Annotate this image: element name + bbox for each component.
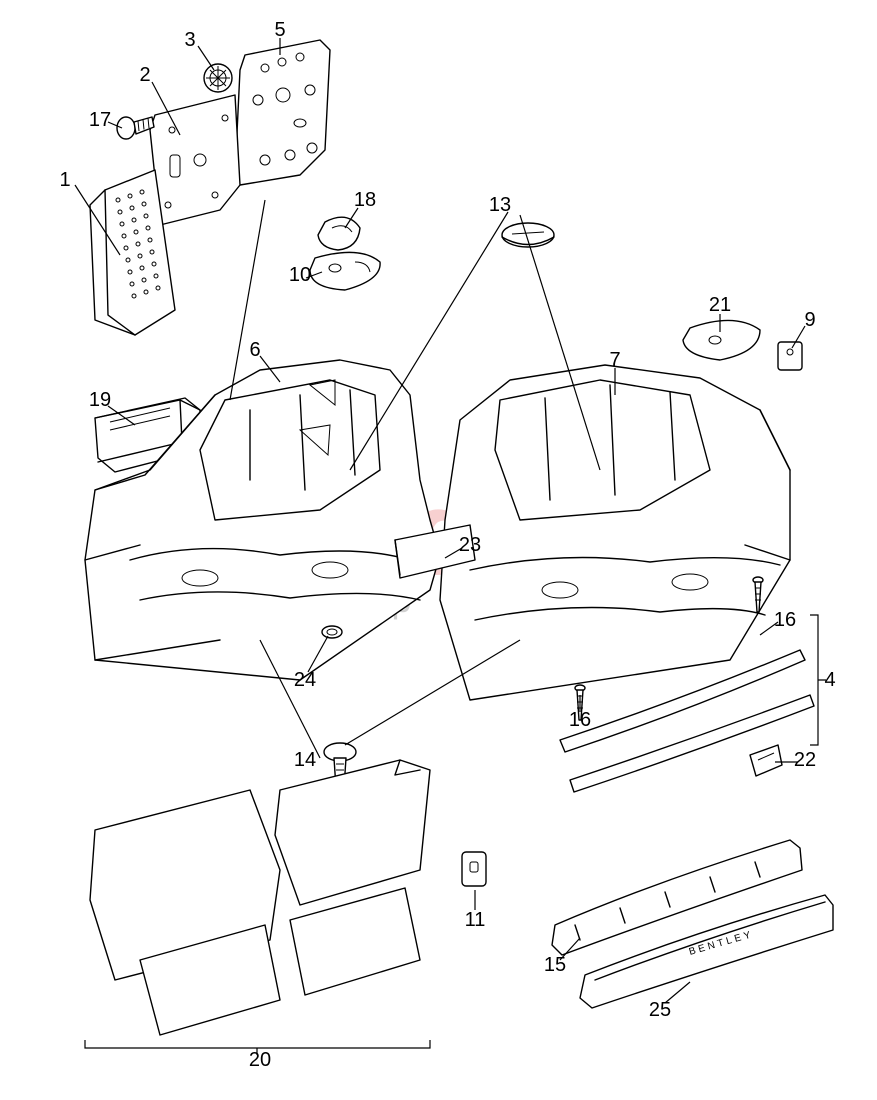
- part-7-floor-carpet-rh: [440, 365, 790, 700]
- callout-21: 21: [709, 295, 731, 315]
- part-18-clip: [318, 217, 360, 250]
- callout-11: 11: [465, 910, 486, 930]
- part-21-cover-rh: [683, 320, 760, 360]
- callout-7: 7: [609, 350, 620, 370]
- part-2-footrest-plate: [150, 95, 240, 225]
- part-17-bolt: [117, 117, 154, 139]
- part-3-grommet: [204, 64, 232, 92]
- callout-1: 1: [59, 170, 70, 190]
- callout-9: 9: [804, 310, 815, 330]
- callout-4: 4: [824, 670, 835, 690]
- part-9-clip: [778, 342, 802, 370]
- callout-13: 13: [489, 195, 511, 215]
- part-20-floor-mats: [90, 760, 430, 1035]
- callout-2: 2: [139, 65, 150, 85]
- callout-16: 16: [569, 710, 591, 730]
- callout-16: 16: [774, 610, 796, 630]
- callout-5: 5: [274, 20, 285, 40]
- part-11-clip: [462, 852, 486, 886]
- callout-22: 22: [794, 750, 816, 770]
- callout-15: 15: [544, 955, 566, 975]
- callout-24: 24: [294, 670, 316, 690]
- callout-23: 23: [459, 535, 481, 555]
- part-13-cap: [502, 223, 554, 247]
- callout-10: 10: [289, 265, 311, 285]
- parts-svg: BENTLEY: [0, 0, 877, 1100]
- callout-17: 17: [89, 110, 111, 130]
- callout-20: 20: [249, 1050, 271, 1070]
- part-4-sill-strip-lower: [570, 695, 814, 792]
- part-22-clip: [750, 745, 782, 776]
- callout-19: 19: [89, 390, 111, 410]
- part-5-bracket-panel: [235, 40, 330, 185]
- callout-3: 3: [184, 30, 195, 50]
- diagram-canvas: Scuderia c a r p a r t s: [0, 0, 877, 1100]
- part-10-cover: [310, 252, 380, 290]
- callout-25: 25: [649, 1000, 671, 1020]
- callout-18: 18: [354, 190, 376, 210]
- callout-6: 6: [249, 340, 260, 360]
- part-24-grommet: [322, 626, 342, 638]
- callout-14: 14: [294, 750, 316, 770]
